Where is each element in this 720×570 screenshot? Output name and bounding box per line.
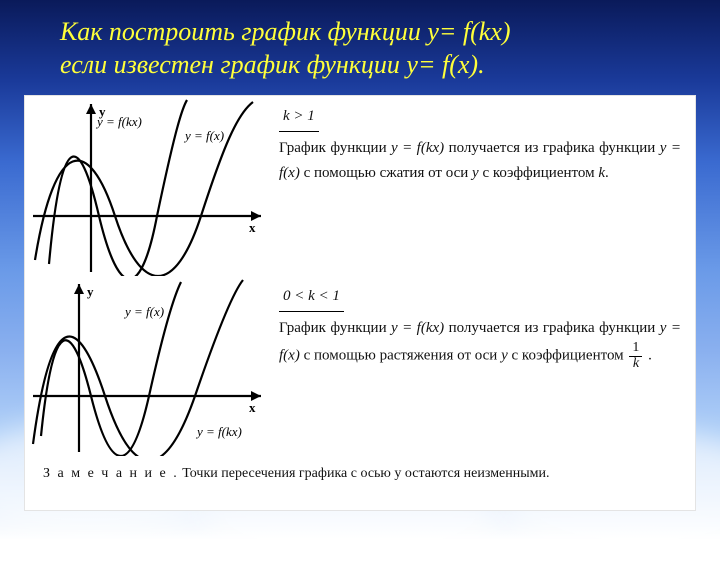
title-line-2: если известен график функции у= f(x).	[60, 49, 696, 82]
svg-text:y: y	[87, 284, 94, 299]
footnote: З а м е ч а н и е . Точки пересечения гр…	[25, 456, 695, 482]
slide-title: Как построить график функции у= f(kх) ес…	[0, 0, 720, 89]
plot-k-lt-1: y x y = f(x) y = f(kx)	[25, 276, 275, 456]
plot-k-gt-1: yxy = f(x)y = f(kx)	[25, 96, 275, 276]
svg-text:y = f(x): y = f(x)	[183, 128, 224, 143]
svg-text:y = f(kx): y = f(kx)	[95, 114, 142, 129]
condition-1: k > 1	[279, 104, 319, 132]
row-k-lt-1: y x y = f(x) y = f(kx) 0 < k < 1 График фун…	[25, 276, 695, 456]
row-k-gt-1: yxy = f(x)y = f(kx) k > 1 График функции…	[25, 96, 695, 276]
desc-k-gt-1: k > 1 График функции y = f(kx) получаетс…	[275, 96, 695, 276]
footnote-label: З а м е ч а н и е .	[43, 466, 179, 481]
desc-k-lt-1: 0 < k < 1 График функции y = f(kx) получ…	[275, 276, 695, 456]
svg-text:y = f(kx): y = f(kx)	[195, 424, 242, 439]
svg-text:x: x	[249, 400, 256, 415]
title-line-1: Как построить график функции у= f(kх)	[60, 16, 696, 49]
content-panel: y x y = f(x) y = f(kx) k > 1 График функции…	[24, 95, 696, 511]
condition-2: 0 < k < 1	[279, 284, 344, 312]
fraction-1-over-k: 1k	[629, 341, 642, 371]
svg-text:x: x	[249, 220, 256, 235]
svg-text:y = f(x): y = f(x)	[123, 304, 164, 319]
footnote-text: Точки пересечения графика с осью y остаю…	[179, 466, 550, 481]
